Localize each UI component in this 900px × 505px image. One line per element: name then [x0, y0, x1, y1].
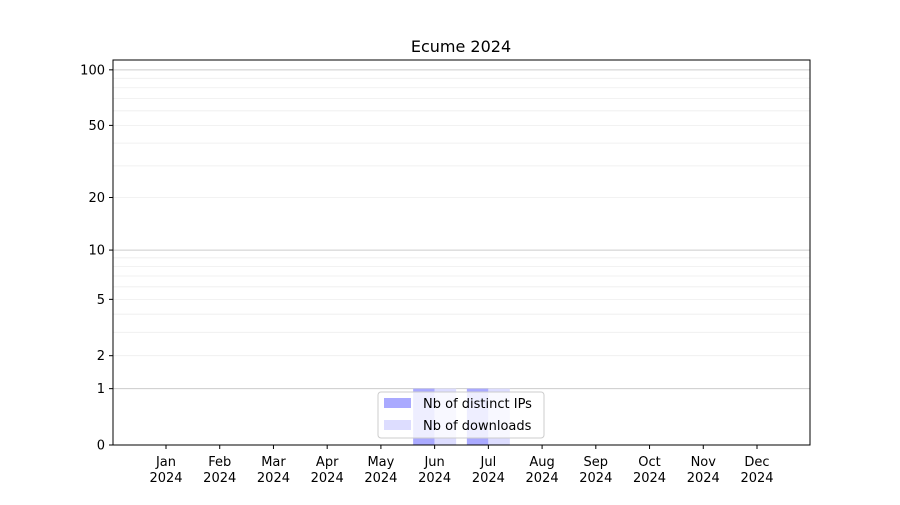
x-tick-label: 2024	[687, 471, 720, 486]
legend-box	[377, 391, 545, 439]
x-tick-label: 2024	[472, 471, 505, 486]
y-tick-label: 5	[97, 293, 105, 308]
x-tick-label: Jul	[480, 455, 497, 470]
chart-title: Ecume 2024	[411, 37, 511, 56]
legend-label: Nb of downloads	[423, 419, 532, 434]
legend-swatch	[384, 420, 411, 430]
y-tick-label: 0	[97, 439, 105, 454]
x-tick-label: Sep	[584, 455, 609, 470]
x-tick-label: Jan	[155, 455, 176, 470]
x-tick-label: 2024	[526, 471, 559, 486]
x-tick-label: 2024	[257, 471, 290, 486]
x-tick-label: 2024	[149, 471, 182, 486]
x-tick-label: 2024	[364, 471, 397, 486]
y-tick-label: 2	[97, 349, 105, 364]
y-tick-label: 10	[88, 244, 105, 259]
x-tick-label: 2024	[418, 471, 451, 486]
y-tick-label: 1	[97, 382, 105, 397]
x-tick-label: May	[367, 455, 394, 470]
legend-swatch	[384, 398, 411, 408]
x-tick-label: 2024	[579, 471, 612, 486]
x-tick-label: 2024	[311, 471, 344, 486]
y-tick-label: 50	[88, 119, 105, 134]
y-tick-label: 20	[88, 191, 105, 206]
x-tick-label: 2024	[633, 471, 666, 486]
x-tick-label: 2024	[203, 471, 236, 486]
x-tick-label: Aug	[529, 455, 554, 470]
x-tick-label: Apr	[316, 455, 339, 470]
x-tick-label: Oct	[638, 455, 660, 470]
x-tick-label: Nov	[691, 455, 717, 470]
x-tick-label: Jun	[423, 455, 444, 470]
x-tick-label: Mar	[261, 455, 286, 470]
x-tick-label: Dec	[744, 455, 769, 470]
x-tick-label: 2024	[740, 471, 773, 486]
x-tick-label: Feb	[208, 455, 231, 470]
plot-frame	[112, 59, 811, 446]
legend-label: Nb of distinct IPs	[423, 397, 532, 412]
y-tick-label: 100	[80, 63, 105, 78]
